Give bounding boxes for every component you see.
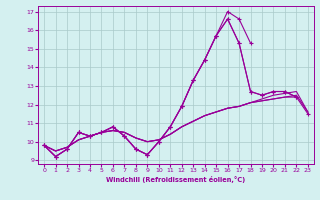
X-axis label: Windchill (Refroidissement éolien,°C): Windchill (Refroidissement éolien,°C) xyxy=(106,176,246,183)
